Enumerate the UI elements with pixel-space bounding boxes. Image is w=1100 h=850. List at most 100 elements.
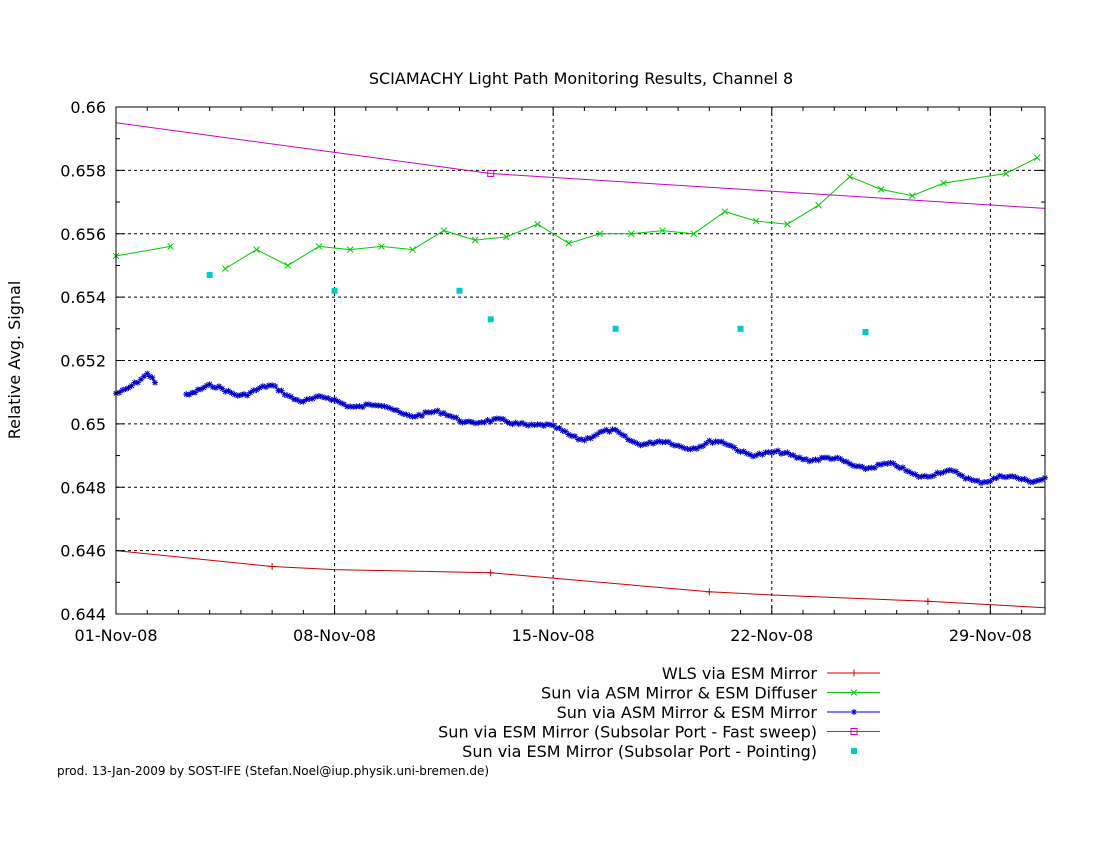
series-3 — [113, 370, 1048, 487]
data-point — [303, 396, 310, 403]
data-point — [197, 386, 204, 393]
data-point — [334, 398, 341, 405]
data-point — [128, 382, 135, 389]
data-point — [306, 395, 313, 402]
data-point — [167, 243, 175, 250]
data-point — [968, 476, 975, 483]
data-point — [144, 370, 151, 377]
data-point — [475, 419, 482, 426]
data-point — [984, 479, 991, 486]
data-point — [506, 420, 513, 427]
data-point — [675, 442, 682, 449]
series-line — [115, 550, 1046, 609]
data-point — [453, 414, 460, 421]
data-point — [122, 386, 129, 393]
data-point — [137, 376, 144, 383]
data-point — [831, 455, 838, 462]
data-point — [409, 246, 417, 253]
data-point — [409, 413, 416, 420]
data-point — [987, 478, 994, 485]
legend-marker — [851, 709, 857, 715]
data-point — [696, 443, 703, 450]
data-point — [253, 246, 260, 253]
data-point — [627, 230, 635, 238]
data-point — [241, 391, 248, 398]
data-point — [625, 436, 632, 443]
data-point — [956, 471, 963, 478]
data-point — [849, 462, 856, 469]
legend-item: Sun via ASM Mirror & ESM Diffuser — [541, 684, 880, 703]
data-point — [503, 418, 510, 425]
data-point — [750, 453, 757, 460]
data-point — [628, 437, 635, 444]
data-point — [906, 468, 913, 475]
data-point — [815, 457, 822, 464]
data-point — [394, 407, 401, 414]
legend-label: Sun via ASM Mirror & ESM Mirror — [557, 703, 818, 722]
data-point — [603, 426, 610, 433]
data-point — [859, 463, 866, 470]
data-point — [353, 403, 360, 410]
y-tick-label: 0.658 — [60, 161, 106, 180]
data-point — [412, 413, 419, 420]
data-point — [565, 431, 572, 438]
data-point — [899, 464, 906, 471]
data-point — [378, 243, 385, 250]
data-point — [397, 409, 404, 416]
data-point — [415, 411, 422, 418]
legend-marker — [850, 728, 858, 735]
data-point — [575, 436, 582, 443]
data-point — [809, 457, 816, 464]
data-point — [909, 470, 916, 477]
data-point — [272, 383, 279, 390]
data-point — [459, 419, 466, 426]
data-point — [837, 455, 844, 462]
data-point — [690, 445, 697, 452]
data-point — [434, 407, 441, 414]
data-point — [703, 440, 710, 447]
data-point — [903, 467, 910, 474]
data-point — [297, 398, 304, 405]
data-point — [856, 463, 863, 470]
series-5 — [206, 271, 869, 335]
data-point — [993, 475, 1000, 482]
data-point — [534, 220, 541, 228]
data-point — [244, 392, 251, 399]
data-point — [253, 386, 260, 393]
data-point — [818, 454, 825, 461]
data-point — [743, 450, 750, 457]
data-point — [609, 426, 616, 433]
data-point — [294, 396, 301, 403]
y-tick-label: 0.66 — [70, 98, 106, 117]
data-point — [621, 432, 628, 439]
data-point — [319, 393, 326, 400]
data-point — [846, 173, 854, 181]
data-point — [547, 421, 554, 428]
legend-label: Sun via ESM Mirror (Subsolar Port - Poin… — [462, 742, 817, 761]
data-point — [559, 427, 566, 434]
data-point — [322, 394, 329, 401]
data-point — [422, 409, 429, 416]
data-point — [918, 473, 925, 480]
data-point — [462, 418, 469, 425]
legend-item: Sun via ESM Mirror (Subsolar Port - Fast… — [438, 723, 880, 742]
data-point — [266, 382, 273, 389]
data-point — [659, 227, 666, 234]
data-point — [315, 393, 322, 400]
data-point — [584, 434, 591, 441]
data-point — [384, 404, 391, 411]
data-point — [931, 472, 938, 479]
data-point — [965, 475, 972, 482]
data-point — [221, 265, 229, 272]
data-point — [456, 287, 463, 294]
data-point — [706, 437, 713, 444]
data-point — [259, 383, 266, 390]
data-point — [787, 451, 794, 458]
data-point — [262, 384, 269, 391]
data-point — [637, 442, 644, 449]
series-layer — [112, 122, 1048, 609]
data-point — [350, 403, 357, 410]
data-point — [134, 379, 141, 386]
data-point — [759, 451, 766, 458]
data-point — [1012, 473, 1019, 480]
